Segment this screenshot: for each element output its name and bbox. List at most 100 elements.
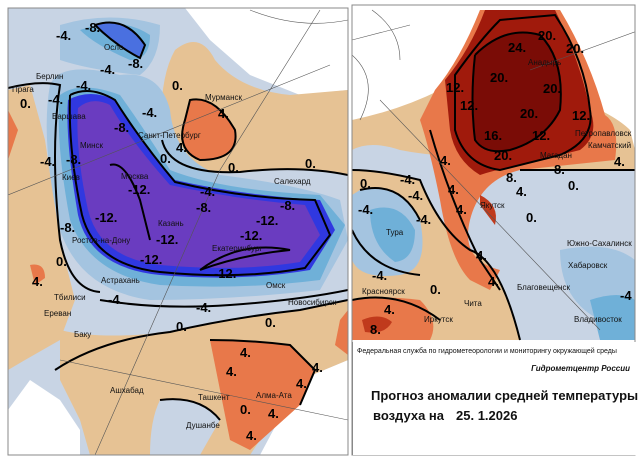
isoline-label: -12. <box>128 182 150 197</box>
map-subtitle: воздуха на 25. 1.2026 <box>373 408 517 423</box>
city-label: Варшава <box>52 112 86 121</box>
city-label: Хабаровск <box>568 261 608 270</box>
isoline-label: 4. <box>246 428 257 443</box>
isoline-label: 4. <box>516 184 527 199</box>
isoline-label: -12. <box>214 266 236 281</box>
isoline-label: 0. <box>360 176 371 191</box>
right-map <box>352 5 635 342</box>
isoline-label: 4. <box>384 302 395 317</box>
isoline-label: 20. <box>520 106 538 121</box>
isoline-label: 4. <box>476 248 487 263</box>
city-label: Магадан <box>540 151 572 160</box>
isoline-label: 20. <box>538 28 556 43</box>
isoline-label: 4. <box>488 274 499 289</box>
city-label: Душанбе <box>186 421 220 430</box>
isoline-label: 8. <box>554 162 565 177</box>
right-isoline-labels: 20. 20. 24. 20. 20. 12. 12. 20. 12. 16. … <box>358 28 632 337</box>
isoline-label: 8. <box>506 170 517 185</box>
city-label: Камчатский <box>588 141 631 150</box>
city-label: Красноярск <box>362 287 405 296</box>
left-map-border <box>7 7 349 456</box>
isoline-label: -12. <box>240 228 262 243</box>
isoline-label: 4. <box>218 106 229 121</box>
isoline-label: 4. <box>312 360 323 375</box>
isoline-label: 20. <box>566 41 584 56</box>
isoline-label: 8. <box>370 322 381 337</box>
isoline-label: -12. <box>156 232 178 247</box>
isoline-label: 4. <box>448 182 459 197</box>
isoline-label: 4. <box>226 364 237 379</box>
isoline-label: -4 <box>620 288 632 303</box>
isoline-label: 4. <box>614 154 625 169</box>
isoline-label: -8. <box>280 198 295 213</box>
isoline-label: -12. <box>140 252 162 267</box>
city-label: Анадырь <box>528 58 561 67</box>
isoline-label: 0. <box>568 178 579 193</box>
isoline-label: -4. <box>372 268 387 283</box>
isoline-label: 12. <box>532 128 550 143</box>
isoline-label: 4. <box>176 140 187 155</box>
isoline-label: 24. <box>508 40 526 55</box>
city-label: Баку <box>74 330 91 339</box>
isoline-label: 0. <box>430 282 441 297</box>
isoline-label: -8. <box>128 56 143 71</box>
isoline-label: -8. <box>114 120 129 135</box>
isoline-label: 20. <box>543 81 561 96</box>
agency-name: Федеральная служба по гидрометеорологии … <box>357 348 617 355</box>
isoline-label: 0. <box>228 160 239 175</box>
isoline-label: 0. <box>526 210 537 225</box>
isoline-label: -4. <box>400 172 415 187</box>
isoline-label: 12. <box>446 80 464 95</box>
isoline-label: -4. <box>100 62 115 77</box>
isoline-label: -4. <box>56 28 71 43</box>
right-city-labels: Анадырь Петропавловск Камчатский Магадан… <box>362 58 632 324</box>
isoline-label: -4. <box>416 212 431 227</box>
isoline-label: -12. <box>95 210 117 225</box>
isoline-label: -4. <box>358 202 373 217</box>
isoline-label: -4. <box>142 105 157 120</box>
city-label: Минск <box>80 141 104 150</box>
city-label: Прага <box>12 85 34 94</box>
city-label: Благовещенск <box>517 283 570 292</box>
city-label: Якутск <box>480 201 505 210</box>
city-label: Ростов-на-Дону <box>72 236 130 245</box>
city-label: Екатеринбург <box>212 244 262 253</box>
isoline-label: 4. <box>240 345 251 360</box>
city-label: Петропавловск <box>575 129 632 138</box>
isoline-label: -4. <box>408 188 423 203</box>
isoline-label: -4. <box>48 92 63 107</box>
isoline-label: 0. <box>265 315 276 330</box>
isoline-label: 4. <box>268 406 279 421</box>
city-label: Ереван <box>44 309 71 318</box>
left-map <box>8 8 348 455</box>
city-label: Алма-Ата <box>256 391 292 400</box>
isoline-label: 16. <box>484 128 502 143</box>
isoline-label: 0. <box>176 319 187 334</box>
isoline-label: 0. <box>240 402 251 417</box>
isoline-label: 12. <box>572 108 590 123</box>
isoline-label: -12. <box>256 213 278 228</box>
city-label: Чита <box>464 299 482 308</box>
isoline-label: 4. <box>440 153 451 168</box>
city-label: Тура <box>386 228 404 237</box>
city-label: Санкт-Петербург <box>138 131 201 140</box>
isoline-label: -8. <box>66 152 81 167</box>
subtitle-text: воздуха на <box>373 408 445 423</box>
isoline-label: 20. <box>494 148 512 163</box>
isoline-label: -4. <box>76 78 91 93</box>
city-label: Ашхабад <box>110 386 144 395</box>
city-label: Осло <box>104 43 124 52</box>
isoline-label: 0. <box>160 151 171 166</box>
city-label: Киев <box>62 173 80 182</box>
city-label: Ташкент <box>198 393 230 402</box>
left-isoline-labels: -8. -8. -4. -4. -4. -4. 0. 0. -4. -8. -8… <box>20 20 323 443</box>
left-city-labels: Осло Берлин Прага Варшава Минск Киев Мос… <box>12 43 337 430</box>
city-label: Мурманск <box>205 93 242 102</box>
isoline-label: 0. <box>20 96 31 111</box>
isoline-label: -4. <box>40 154 55 169</box>
city-label: Омск <box>266 281 286 290</box>
city-label: Тбилиси <box>54 293 86 302</box>
city-label: Иркутск <box>424 315 453 324</box>
center-name: Гидрометцентр России <box>531 364 630 373</box>
